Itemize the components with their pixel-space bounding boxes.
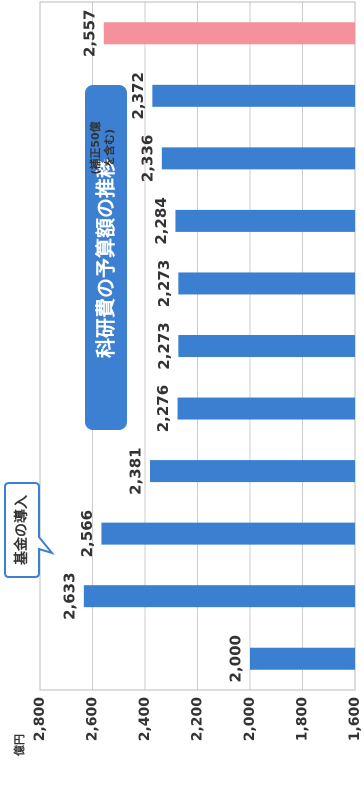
bar <box>177 397 355 420</box>
value-label: 2,273 <box>155 322 173 369</box>
value-label: 2,633 <box>60 572 78 619</box>
value-label: 2,372 <box>129 72 147 119</box>
bar <box>149 460 355 483</box>
y-tick-label: 1,600 <box>347 697 363 742</box>
y-tick-label: 2,200 <box>190 697 206 742</box>
value-label: 2,566 <box>78 510 96 557</box>
value-label: 2,276 <box>154 385 172 432</box>
bar <box>161 147 355 170</box>
value-label: 2,557 <box>80 10 98 57</box>
value-label: 2,284 <box>152 197 170 244</box>
title-box <box>85 85 127 430</box>
bar <box>83 585 356 608</box>
annotation: (補正50億 <box>88 121 102 174</box>
y-tick-label: 1,800 <box>295 697 311 742</box>
y-tick-label: 2,400 <box>137 697 153 742</box>
value-label: 2,336 <box>138 135 156 182</box>
rotated-chart: 億円 科研費の予算額の推移 基金の導入 (補正50億 を含む) 1,600 1,8… <box>4 1 363 756</box>
value-label: 2,381 <box>126 447 144 494</box>
annotation: を含む) <box>102 129 116 167</box>
bar <box>152 84 355 107</box>
bar <box>175 209 355 232</box>
annotation-box <box>4 482 55 578</box>
bar <box>178 272 355 295</box>
y-tick-label: 2,600 <box>85 697 101 742</box>
bar <box>250 647 355 670</box>
bar <box>101 522 355 545</box>
y-tick-label: 2,800 <box>32 697 48 742</box>
value-label: 2,000 <box>227 635 245 682</box>
value-label: 2,273 <box>155 260 173 307</box>
chart-title: 科研費の予算額の推移 <box>94 158 118 358</box>
bar <box>178 335 355 357</box>
y-tick-label: 2,000 <box>242 697 258 742</box>
bar <box>103 22 355 45</box>
y-unit: 億円 <box>12 734 26 756</box>
annotation: 基金の導入 <box>13 495 30 565</box>
